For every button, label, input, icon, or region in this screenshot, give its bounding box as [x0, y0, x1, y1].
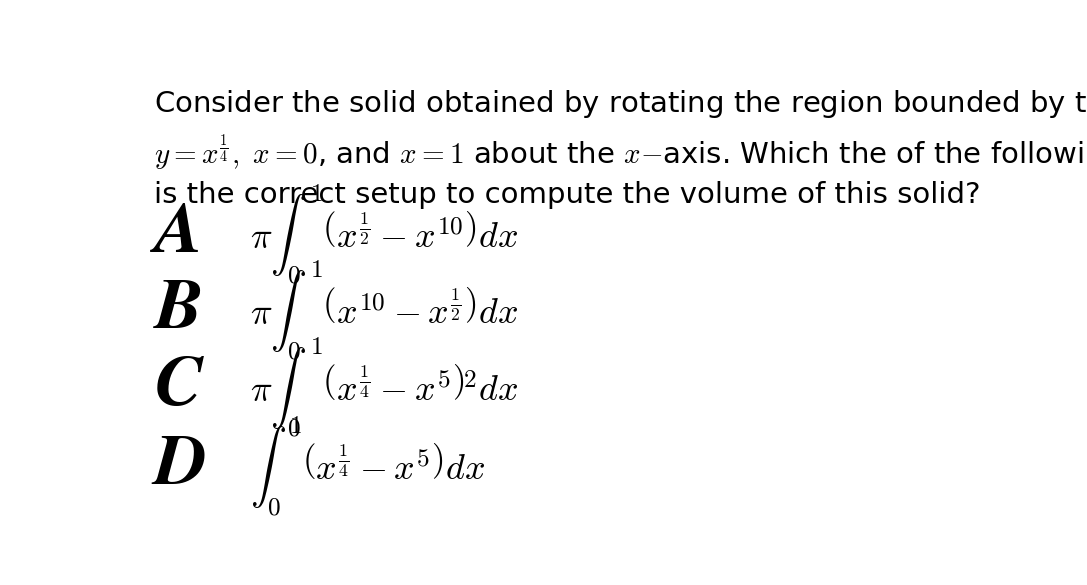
- Text: Consider the solid obtained by rotating the region bounded by the curves $y = x^: Consider the solid obtained by rotating …: [154, 86, 1087, 121]
- Text: D: D: [154, 434, 207, 499]
- Text: C: C: [154, 356, 202, 420]
- Text: B: B: [154, 279, 202, 343]
- Text: $\int_0^1 \left( x^{\frac{1}{4}} - x^{5} \right) dx$: $\int_0^1 \left( x^{\frac{1}{4}} - x^{5}…: [250, 415, 485, 519]
- Text: is the correct setup to compute the volume of this solid?: is the correct setup to compute the volu…: [154, 181, 980, 209]
- Text: $y = x^{\frac{1}{4}},\ x = 0$, and $x = 1$ about the $x{-}$axis. Which the of th: $y = x^{\frac{1}{4}},\ x = 0$, and $x = …: [154, 133, 1087, 174]
- Text: $\pi \int_0^1 \left( x^{10} - x^{\frac{1}{2}} \right) dx$: $\pi \int_0^1 \left( x^{10} - x^{\frac{1…: [250, 259, 517, 363]
- Text: A: A: [154, 202, 202, 267]
- Text: $\pi \int_0^1 \left( x^{\frac{1}{4}} - x^{5} \right)^{\!2} dx$: $\pi \int_0^1 \left( x^{\frac{1}{4}} - x…: [250, 336, 518, 440]
- Text: $\pi \int_0^1 \left( x^{\frac{1}{2}} - x^{10} \right) dx$: $\pi \int_0^1 \left( x^{\frac{1}{2}} - x…: [250, 183, 517, 287]
